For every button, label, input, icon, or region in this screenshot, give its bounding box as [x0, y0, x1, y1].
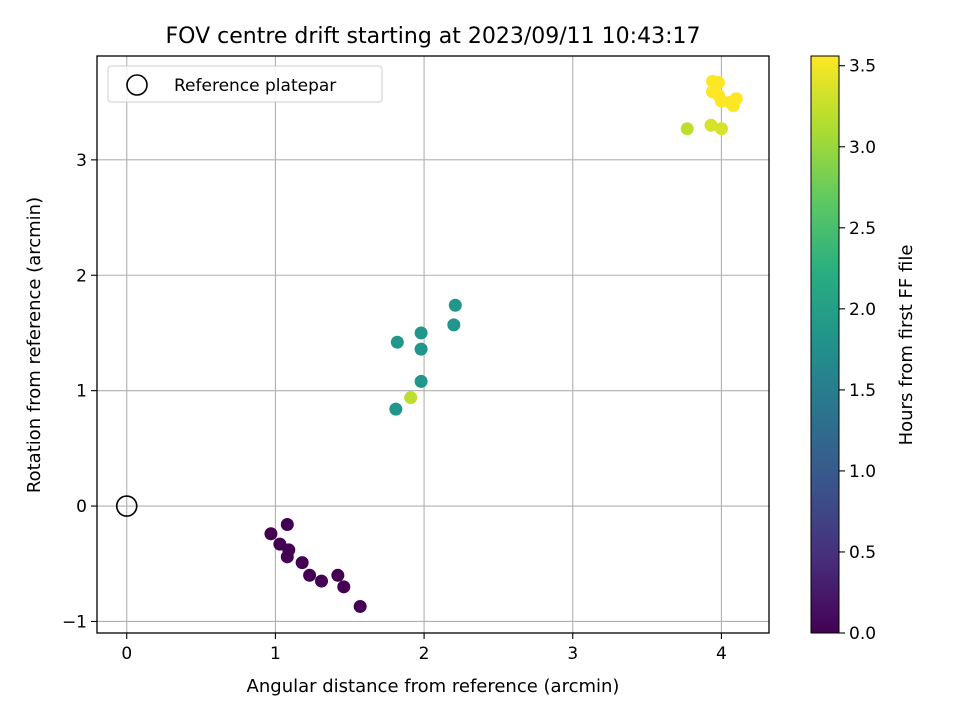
y-tick-label: 0 [76, 497, 87, 517]
colorbar-tick-label: 0.5 [849, 543, 876, 563]
data-point [414, 326, 428, 340]
y-tick-label: 2 [76, 266, 87, 286]
data-point [447, 318, 461, 332]
data-point [295, 556, 309, 570]
x-axis-label: Angular distance from reference (arcmin) [247, 676, 620, 697]
data-point [314, 574, 328, 588]
y-tick-label: 1 [76, 382, 87, 402]
legend-label-reference: Reference platepar [174, 76, 336, 96]
x-tick-label: 2 [419, 644, 430, 664]
data-point [404, 391, 418, 405]
y-tick-label: −1 [62, 612, 87, 632]
x-tick-label: 3 [567, 644, 578, 664]
colorbar-tick-label: 3.5 [849, 57, 876, 77]
colorbar-tick-label: 2.5 [849, 219, 876, 239]
chart-title: FOV centre drift starting at 2023/09/11 … [166, 24, 701, 49]
legend-reference-marker [126, 74, 148, 96]
data-point [353, 599, 367, 613]
data-point [389, 402, 403, 416]
data-point [714, 122, 728, 136]
data-point [264, 527, 278, 541]
data-point [280, 550, 294, 564]
y-axis-label: Rotation from reference (arcmin) [24, 197, 45, 493]
colorbar-tick-label: 1.5 [849, 381, 876, 401]
data-point [711, 76, 725, 90]
data-points [115, 74, 743, 613]
colorbar-tick-label: 2.0 [849, 300, 876, 320]
data-point [414, 374, 428, 388]
colorbar: 0.0 0.5 1.0 1.5 2.0 2.5 3.0 3.5 Hours from firs… [810, 55, 917, 644]
colorbar-tick-label: 1.0 [849, 462, 876, 482]
colorbar-gradient [810, 55, 840, 634]
colorbar-ticks: 0.0 0.5 1.0 1.5 2.0 2.5 3.0 3.5 [839, 57, 876, 644]
data-point [704, 118, 718, 132]
y-tick-label: 3 [76, 151, 87, 171]
data-point [280, 518, 294, 532]
data-point [680, 122, 694, 136]
grid-lines [97, 56, 769, 633]
legend: Reference platepar [107, 65, 383, 103]
data-point [331, 568, 345, 582]
colorbar-tick-label: 0.0 [849, 624, 876, 644]
data-point [337, 580, 351, 594]
x-tick-label: 1 [270, 644, 281, 664]
data-point [729, 92, 743, 106]
plot-frame [96, 55, 770, 634]
legend-box [107, 65, 383, 103]
colorbar-label: Hours from first FF file [896, 245, 917, 446]
data-point [414, 342, 428, 356]
colorbar-tick-label: 3.0 [849, 138, 876, 158]
x-tick-label: 0 [121, 644, 132, 664]
data-point [448, 298, 462, 312]
data-point [303, 568, 317, 582]
data-point [390, 335, 404, 349]
x-tick-label: 4 [716, 644, 727, 664]
reference-platepar-marker [115, 495, 138, 517]
axes: 0 1 2 3 4 −1 0 1 2 3 [62, 151, 727, 664]
